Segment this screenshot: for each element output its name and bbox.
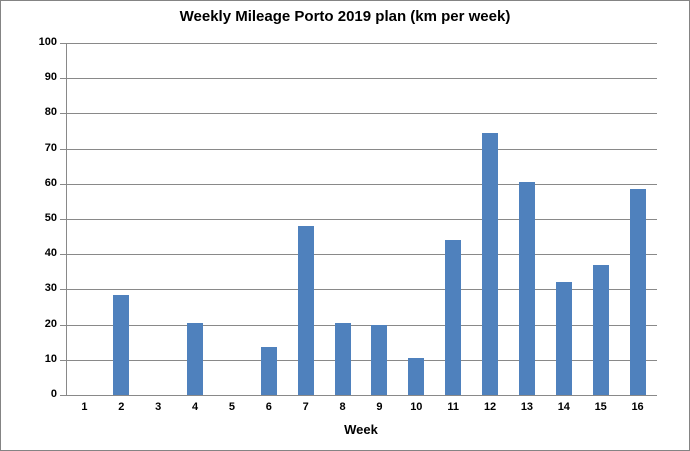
y-tick-label-70: 70 [44,141,57,154]
x-axis-line [66,395,657,396]
bar-week-10 [408,358,425,395]
y-tick-label-50: 50 [44,212,57,224]
y-tick-mark-60 [60,183,66,185]
bar-week-7 [297,226,314,395]
y-tick-mark-0 [60,395,66,396]
bar-week-6 [260,347,277,395]
bar-week-9 [371,324,388,395]
y-tick-mark-20 [60,324,66,326]
x-tick-label-week-7: 7 [302,401,309,413]
bar-week-13 [518,182,535,395]
x-tick-label-week-6: 6 [265,401,272,413]
y-tick-mark-30 [60,289,66,291]
x-tick-label-week-1: 1 [81,401,88,413]
bar-week-15 [592,264,609,395]
plot-area [66,43,656,395]
y-tick-label-100: 100 [38,36,57,48]
y-tick-label-20: 20 [44,317,57,330]
y-axis-line [66,43,67,396]
x-tick-label-week-16: 16 [631,401,644,413]
y-tick-label-10: 10 [44,352,57,365]
gridline-20 [66,324,657,326]
x-tick-label-week-2: 2 [118,401,125,413]
bar-week-8 [334,322,351,395]
gridline-10 [66,359,657,361]
x-tick-label-week-10: 10 [410,401,423,413]
y-tick-mark-80 [60,113,66,115]
bar-week-2 [113,294,130,395]
gridline-40 [66,254,657,256]
y-tick-mark-90 [60,78,66,80]
x-tick-label-week-11: 11 [447,401,459,413]
y-tick-label-0: 0 [50,388,57,400]
bar-week-11 [445,240,462,395]
y-tick-mark-50 [60,219,66,220]
y-tick-mark-100 [60,43,66,44]
gridline-30 [66,289,657,291]
bar-week-14 [555,282,572,395]
gridline-70 [66,148,657,150]
gridline-60 [66,183,657,185]
x-tick-label-week-12: 12 [483,401,497,413]
x-tick-label-week-5: 5 [228,401,235,413]
x-tick-label-week-8: 8 [339,401,346,413]
y-tick-label-30: 30 [44,282,57,295]
bar-week-4 [187,322,204,395]
x-tick-label-week-3: 3 [155,401,162,413]
y-tick-mark-10 [60,359,66,361]
chart-title: Weekly Mileage Porto 2019 plan (km per w… [179,8,511,25]
gridline-100 [66,43,657,44]
y-tick-label-60: 60 [44,176,57,189]
y-tick-mark-40 [60,254,66,256]
gridline-80 [66,113,657,115]
bar-week-12 [482,132,499,395]
gridline-90 [66,78,657,80]
y-tick-label-80: 80 [44,106,57,119]
gridline-50 [66,219,657,220]
x-tick-label-week-15: 15 [594,401,607,413]
bar-week-16 [629,189,646,395]
x-tick-label-week-13: 13 [520,401,534,413]
x-axis-title: Week [344,422,378,437]
y-tick-label-40: 40 [44,247,57,260]
x-tick-label-week-4: 4 [192,401,199,413]
y-tick-label-90: 90 [44,71,57,84]
x-tick-label-week-14: 14 [557,401,570,413]
x-tick-label-week-9: 9 [376,401,383,413]
y-tick-mark-70 [60,148,66,150]
